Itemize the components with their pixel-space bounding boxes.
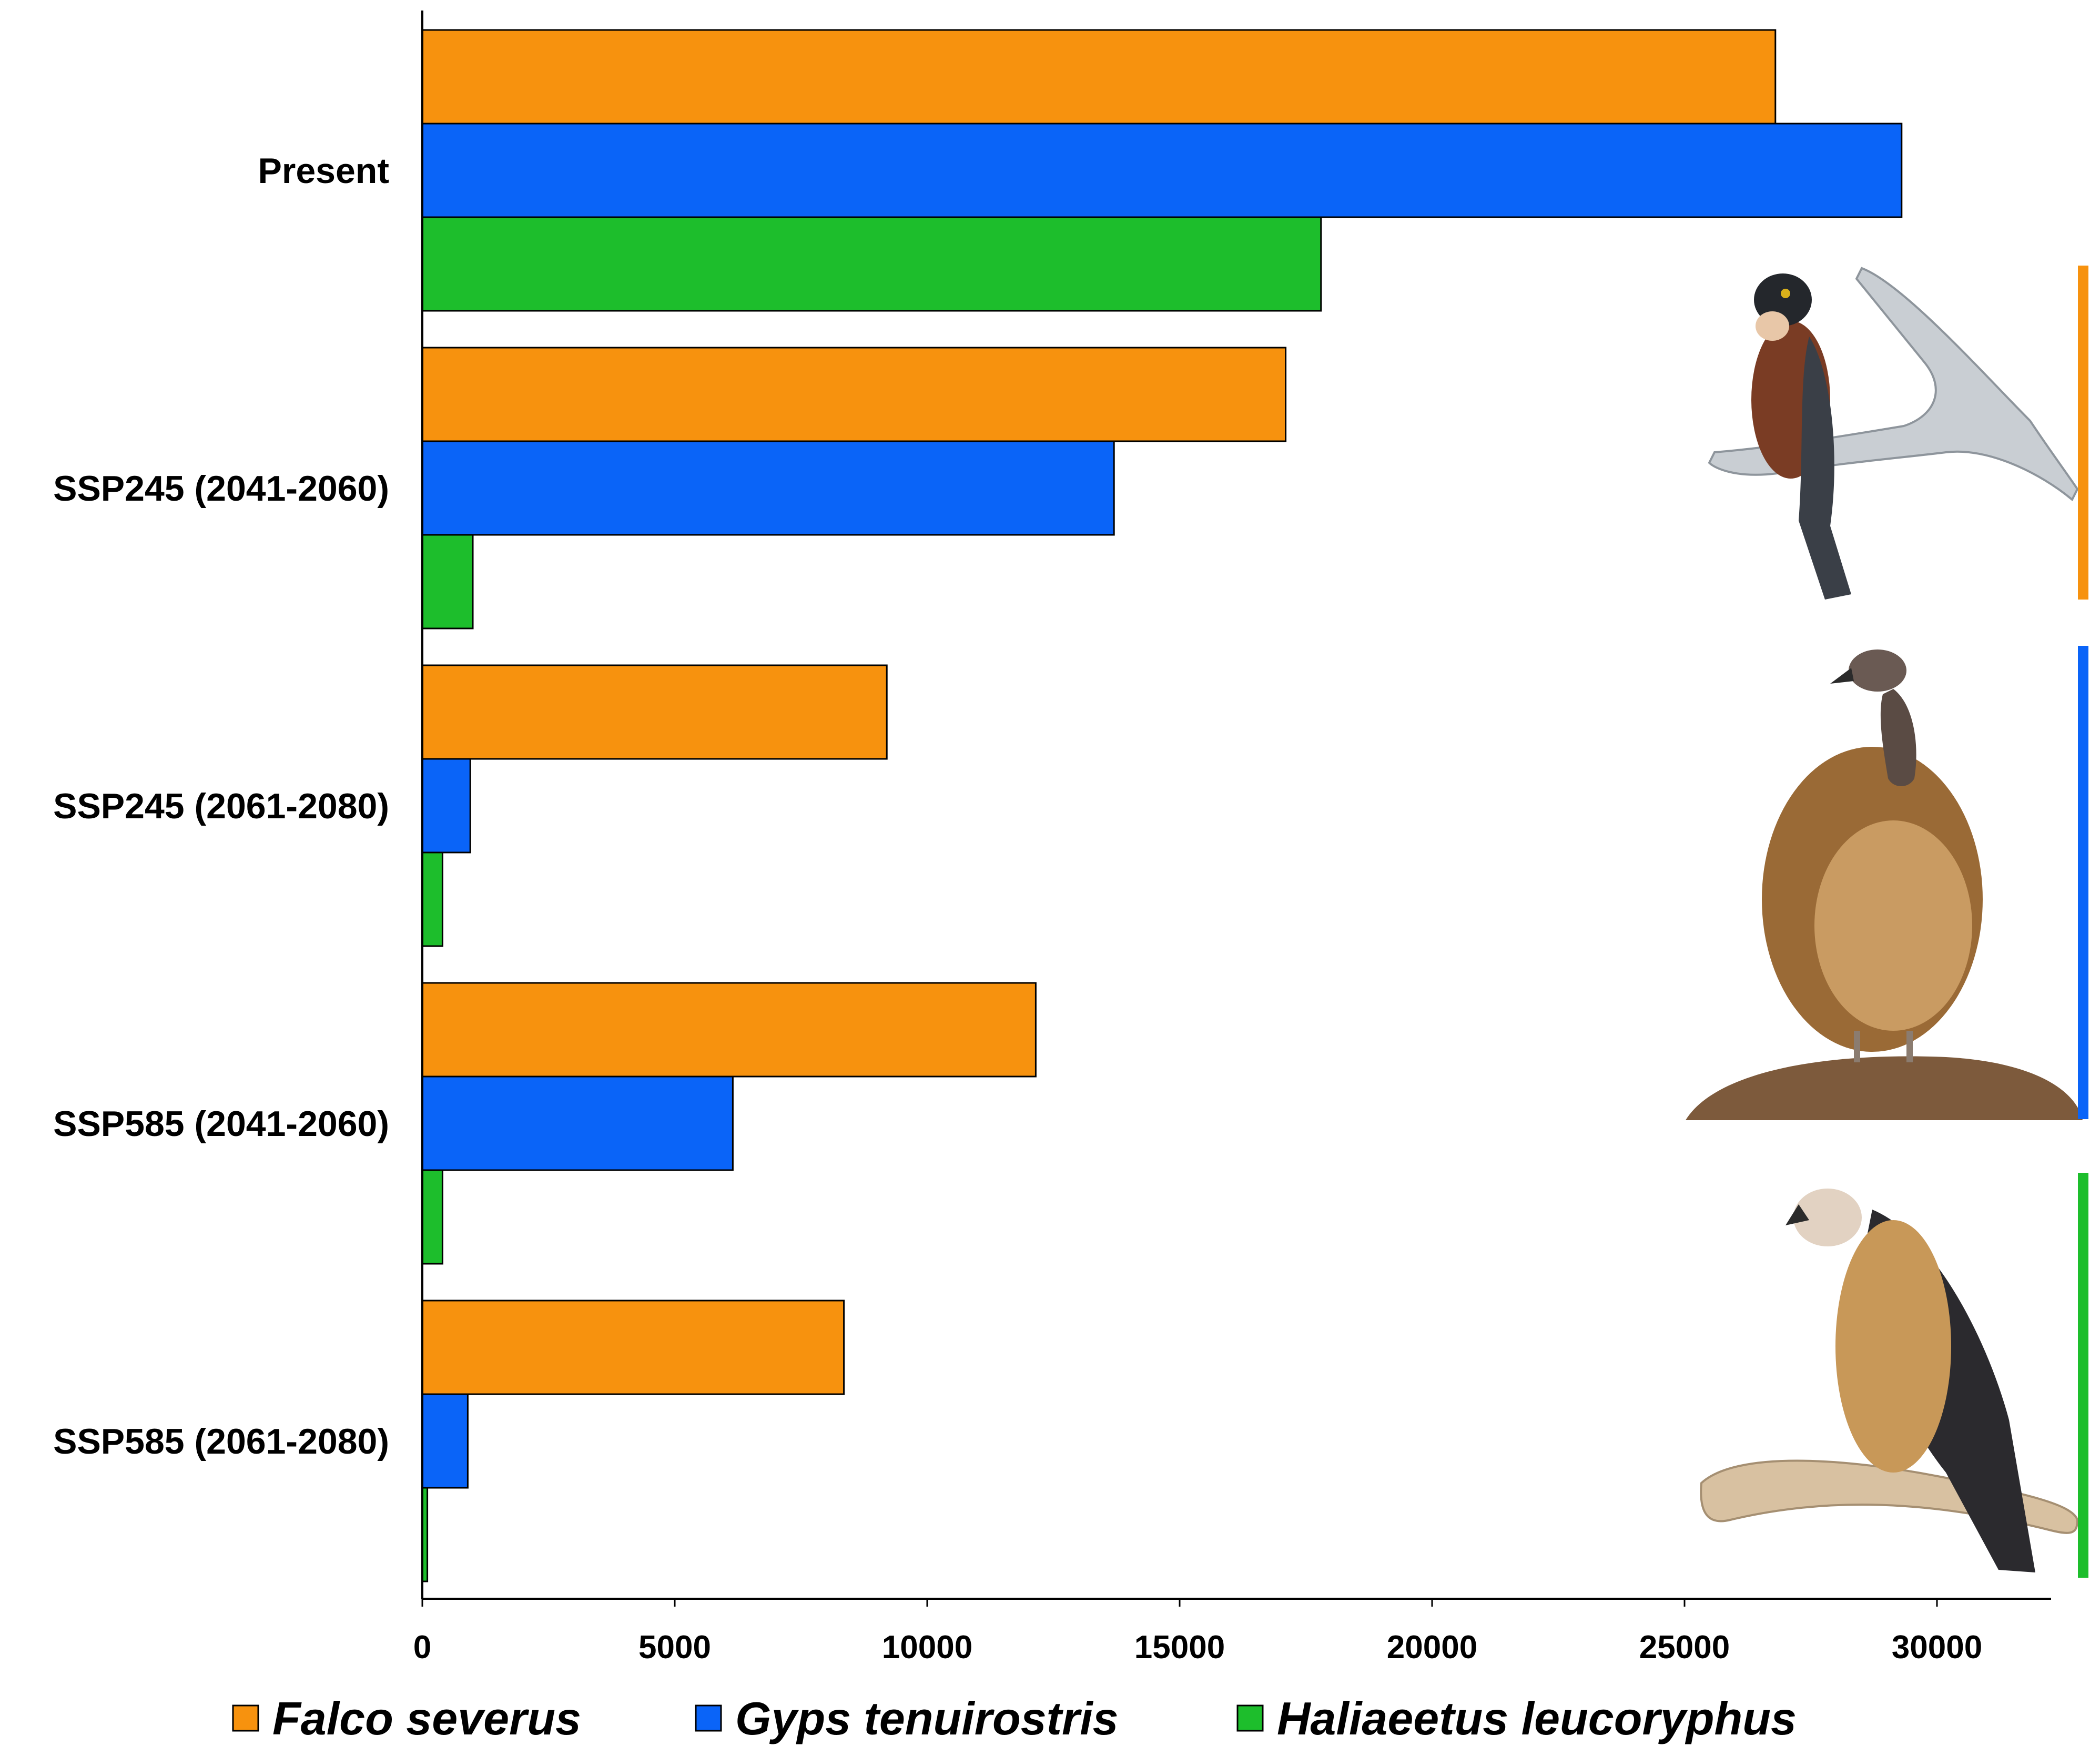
eagle-color-strip bbox=[2078, 1173, 2088, 1578]
x-tick-label: 15000 bbox=[1134, 1629, 1225, 1666]
x-tick-label: 5000 bbox=[638, 1629, 711, 1666]
bar-gyps-tenuirostris-ssp585-2041-2060 bbox=[421, 1075, 734, 1171]
falcon-illustration bbox=[1708, 267, 2079, 600]
category-label-ssp245-2061-2080: SSP245 (2061-2080) bbox=[53, 786, 389, 826]
legend-label-gyps-tenuirostris: Gyps tenuirostris bbox=[735, 1692, 1119, 1744]
bar-gyps-tenuirostris-ssp245-2041-2060 bbox=[421, 440, 1115, 536]
falcon-color-strip bbox=[2078, 266, 2088, 600]
x-tick-label: 20000 bbox=[1387, 1629, 1477, 1666]
category-labels: Present SSP245 (2041-2060) SSP245 (2061-20… bbox=[53, 151, 389, 1461]
legend-label-falco-severus: Falco severus bbox=[272, 1692, 581, 1744]
bar-falco-severus-present bbox=[421, 29, 1777, 125]
bars-layer bbox=[421, 29, 1903, 1582]
vulture-illustration bbox=[1686, 649, 2083, 1120]
legend-swatch-haliaeetus-leucoryphus bbox=[1236, 1704, 1264, 1732]
category-label-ssp245-2041-2060: SSP245 (2041-2060) bbox=[53, 469, 389, 509]
x-tick-label: 10000 bbox=[882, 1629, 972, 1666]
x-tick-label: 0 bbox=[413, 1629, 431, 1666]
category-label-ssp585-2041-2060: SSP585 (2041-2060) bbox=[53, 1104, 389, 1144]
bar-haliaeetus-leucoryphus-ssp245-2041-2060 bbox=[421, 534, 474, 630]
bar-gyps-tenuirostris-present bbox=[421, 123, 1903, 218]
bar-falco-severus-ssp585-2061-2080 bbox=[421, 1300, 845, 1395]
bar-falco-severus-ssp585-2041-2060 bbox=[421, 982, 1037, 1078]
category-label-present: Present bbox=[258, 151, 389, 191]
bar-haliaeetus-leucoryphus-ssp585-2041-2060 bbox=[421, 1169, 443, 1265]
legend-label-haliaeetus-leucoryphus: Haliaeetus leucoryphus bbox=[1277, 1692, 1797, 1744]
bar-falco-severus-ssp245-2061-2080 bbox=[421, 664, 888, 760]
vulture-color-strip bbox=[2078, 646, 2088, 1119]
legend-swatch-gyps-tenuirostris bbox=[695, 1704, 722, 1732]
category-label-ssp585-2061-2080: SSP585 (2061-2080) bbox=[53, 1422, 389, 1461]
bar-falco-severus-ssp245-2041-2060 bbox=[421, 347, 1287, 442]
bar-haliaeetus-leucoryphus-ssp245-2061-2080 bbox=[421, 851, 443, 947]
x-tick-label: 30000 bbox=[1892, 1629, 1982, 1666]
legend: Falco severus Gyps tenuirostris Haliaeetus… bbox=[232, 1692, 1797, 1744]
bar-gyps-tenuirostris-ssp245-2061-2080 bbox=[421, 758, 471, 854]
x-tick-labels: 0 5000 10000 15000 20000 25000 30000 bbox=[413, 1599, 1982, 1666]
eagle-illustration bbox=[1700, 1189, 2079, 1572]
bar-gyps-tenuirostris-ssp585-2061-2080 bbox=[421, 1393, 469, 1489]
axes bbox=[421, 11, 2051, 1600]
legend-swatch-falco-severus bbox=[232, 1704, 259, 1732]
bar-haliaeetus-leucoryphus-present bbox=[421, 216, 1322, 312]
x-tick-label: 25000 bbox=[1639, 1629, 1730, 1666]
